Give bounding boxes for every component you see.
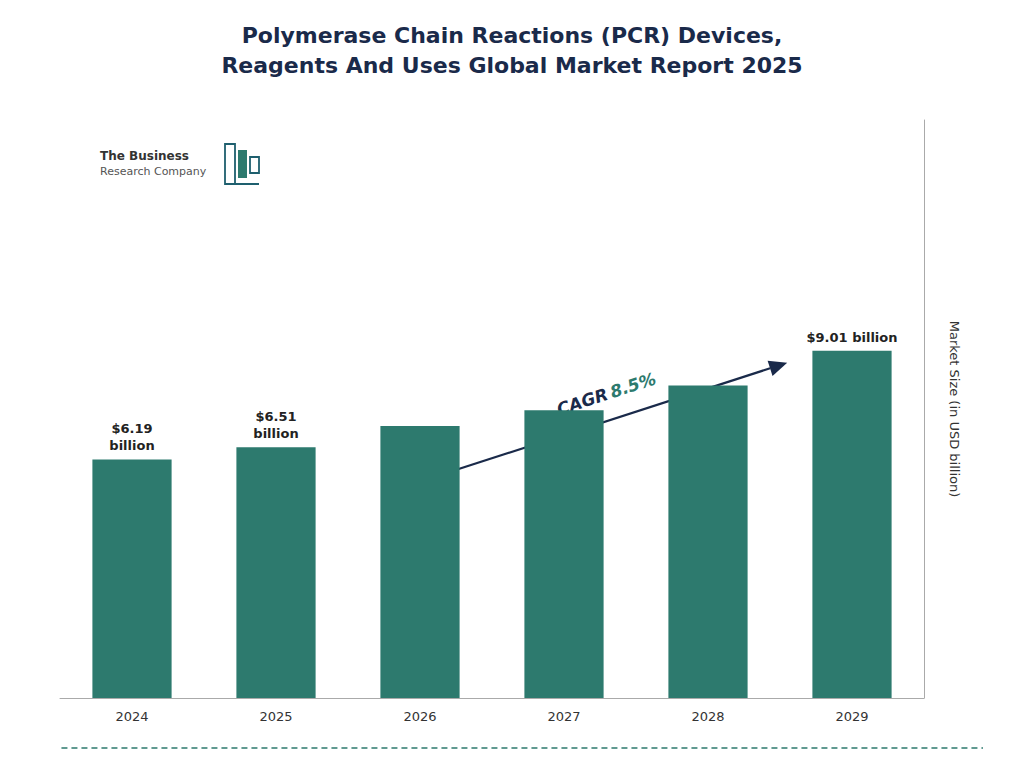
svg-text:Market Size (in USD billion): Market Size (in USD billion) — [947, 321, 962, 498]
svg-text:Research Company: Research Company — [100, 165, 207, 178]
svg-text:The Business: The Business — [100, 149, 189, 163]
svg-text:2024: 2024 — [115, 709, 148, 724]
svg-text:2029: 2029 — [835, 709, 868, 724]
svg-text:$6.51: $6.51 — [255, 409, 296, 424]
svg-text:Reagents And Uses Global Marke: Reagents And Uses Global Market Report 2… — [221, 53, 802, 78]
svg-text:2028: 2028 — [691, 709, 724, 724]
svg-text:$6.19: $6.19 — [111, 421, 152, 436]
svg-text:8.5%: 8.5% — [608, 368, 659, 402]
svg-text:2026: 2026 — [403, 709, 436, 724]
svg-text:$9.01 billion: $9.01 billion — [807, 330, 898, 345]
svg-text:2027: 2027 — [547, 709, 580, 724]
svg-text:billion: billion — [253, 426, 298, 441]
svg-text:CAGR: CAGR — [554, 384, 611, 420]
svg-text:Polymerase Chain Reactions (PC: Polymerase Chain Reactions (PCR) Devices… — [242, 23, 783, 48]
svg-text:billion: billion — [109, 438, 154, 453]
svg-text:2025: 2025 — [259, 709, 292, 724]
